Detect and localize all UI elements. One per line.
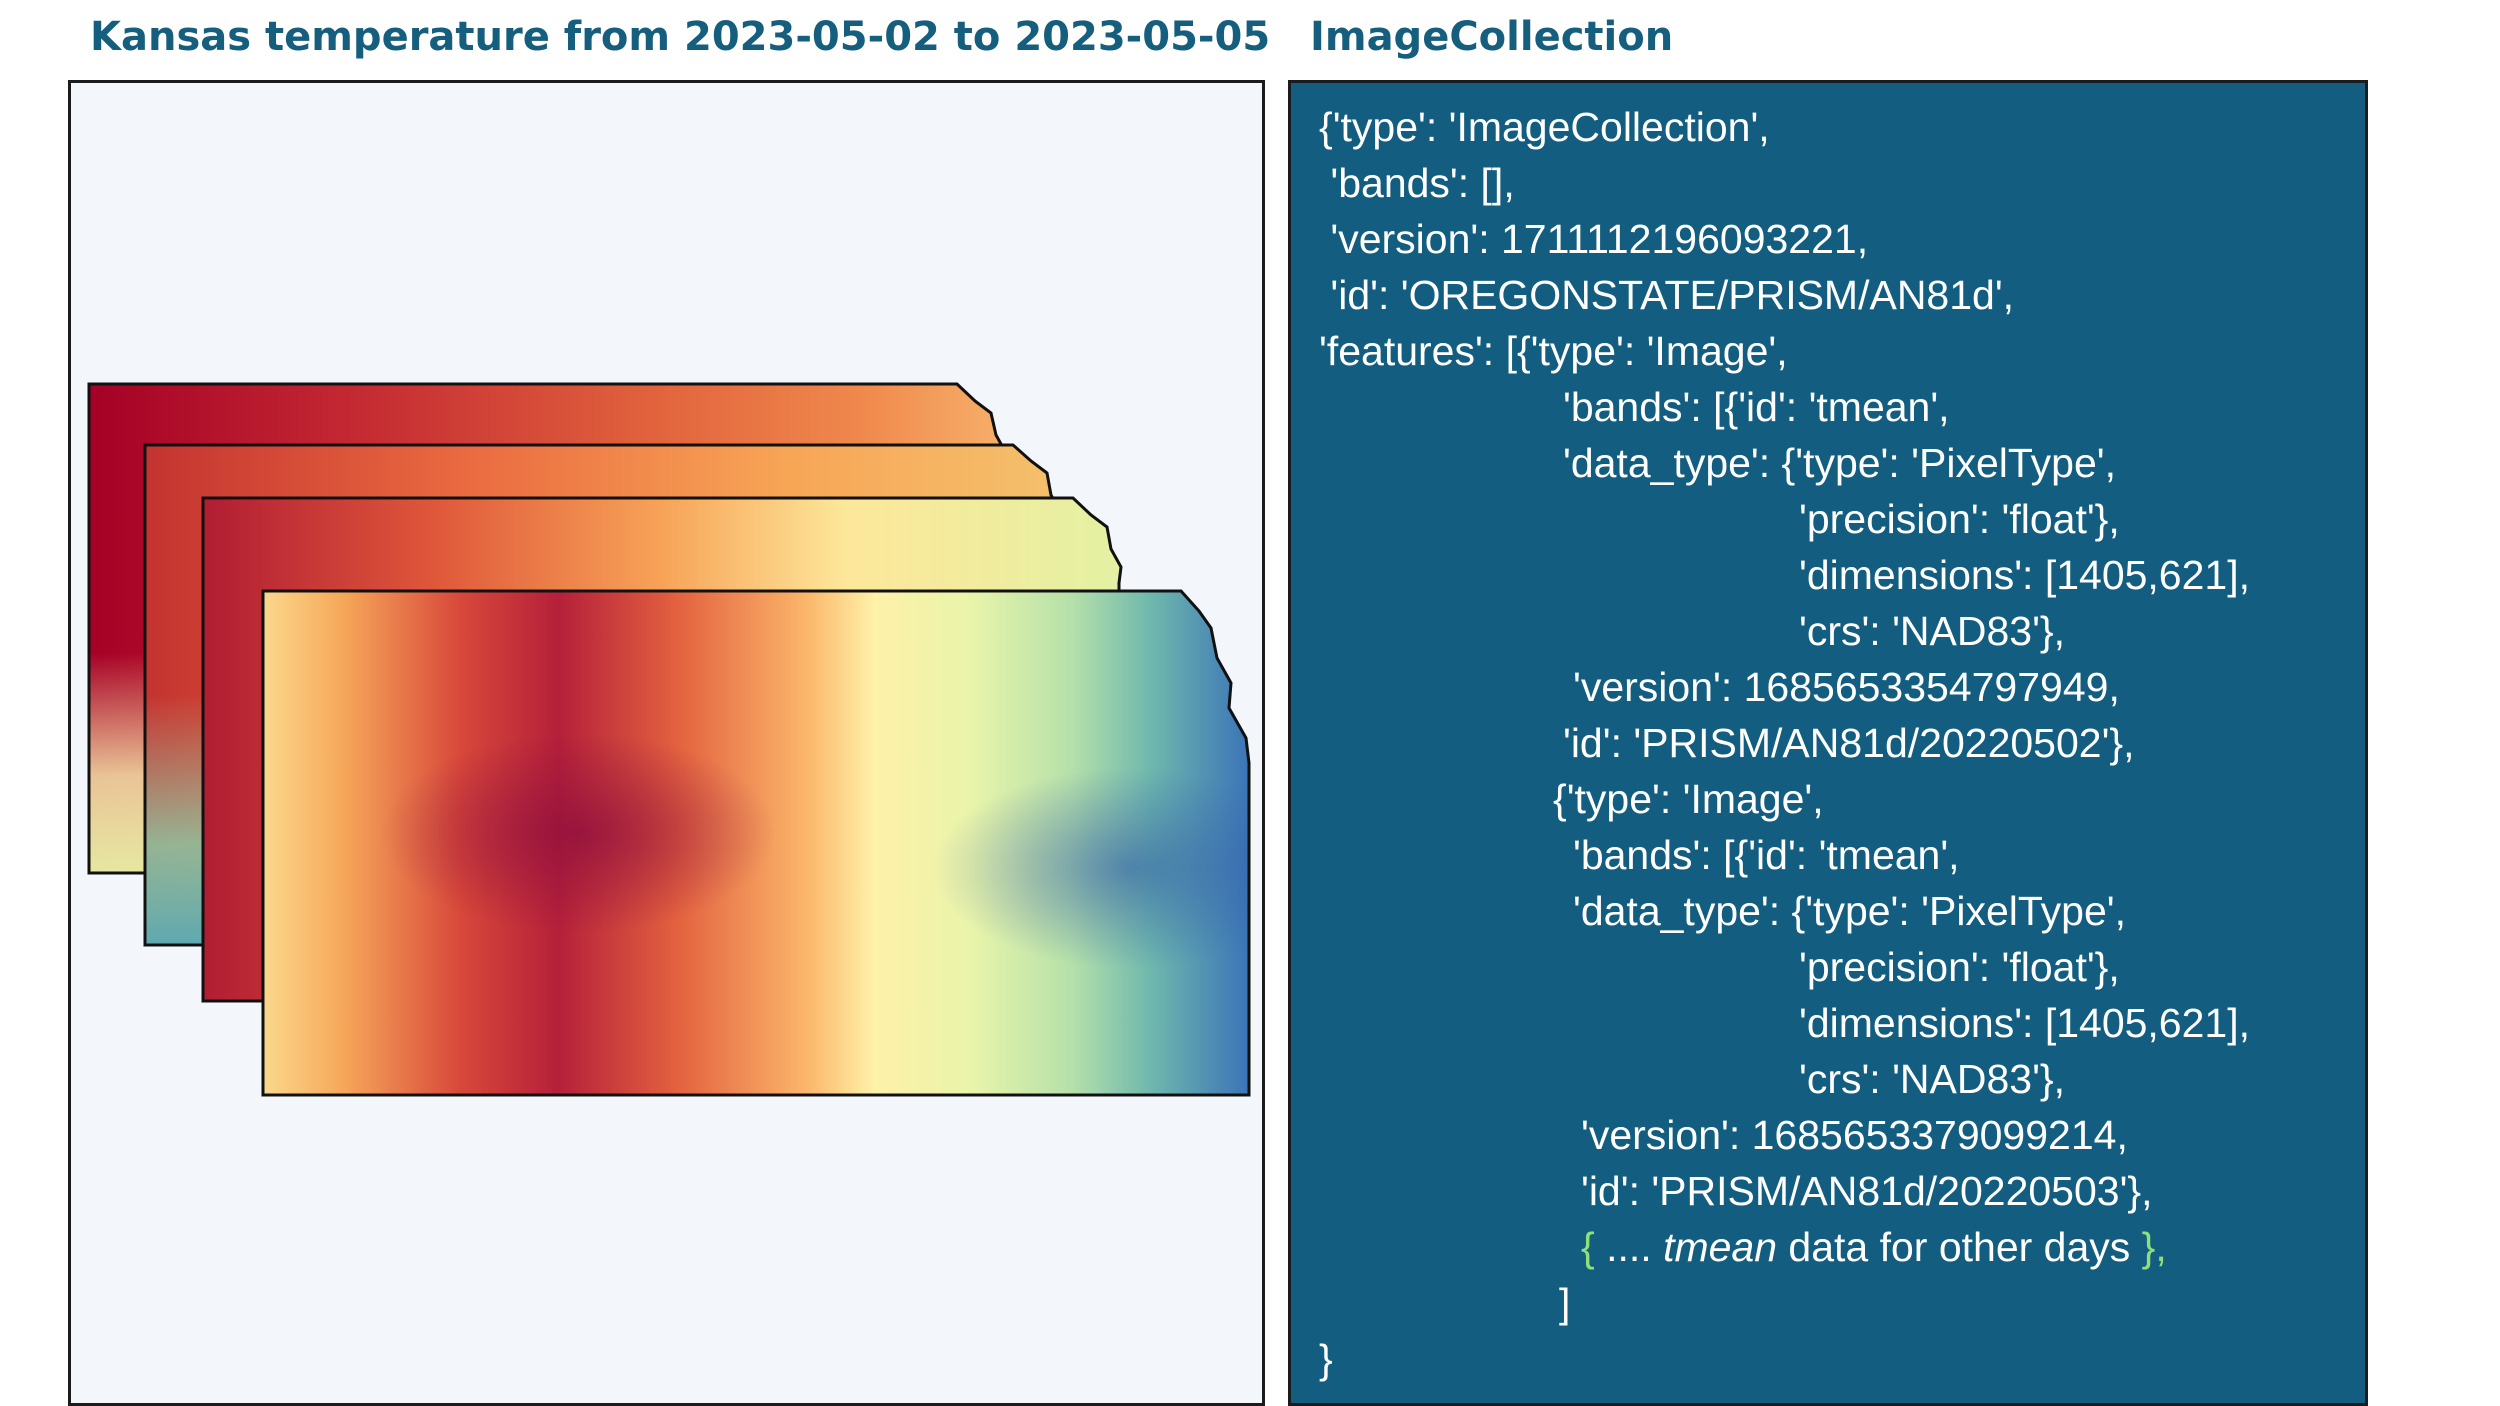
temperature-map-panel bbox=[68, 80, 1265, 1406]
code-line: 'crs': 'NAD83'}, bbox=[1799, 608, 2065, 654]
code-line: 'version': 1685653354797949, bbox=[1573, 664, 2120, 710]
code-line: {'type': 'Image', bbox=[1553, 776, 1824, 822]
code-line: ] bbox=[1559, 1280, 1571, 1326]
ellipsis-dots: .... bbox=[1594, 1224, 1664, 1270]
code-line: {'type': 'ImageCollection', bbox=[1319, 104, 1770, 150]
code-line: 'id': 'PRISM/AN81d/20220503'}, bbox=[1581, 1168, 2153, 1214]
stacked-kansas-maps bbox=[87, 382, 1251, 1097]
tmean-label: tmean bbox=[1663, 1224, 1778, 1270]
code-line: 'features': [{'type': 'Image', bbox=[1319, 328, 1788, 374]
code-line: 'dimensions': [1405,621], bbox=[1799, 1000, 2250, 1046]
map-panel-title: Kansas temperature from 2023-05-02 to 20… bbox=[90, 14, 1271, 60]
open-brace: { bbox=[1581, 1224, 1595, 1270]
temperature-layer-4 bbox=[261, 589, 1251, 1097]
other-days-text: data for other days bbox=[1777, 1224, 2142, 1270]
code-line: 'bands': [], bbox=[1319, 160, 1515, 206]
code-line: 'bands': [{'id': 'tmean', bbox=[1563, 384, 1950, 430]
code-line: 'id': 'OREGONSTATE/PRISM/AN81d', bbox=[1319, 272, 2015, 318]
code-line: 'version': 1685653379099214, bbox=[1581, 1112, 2128, 1158]
code-panel-title: ImageCollection bbox=[1310, 14, 1674, 60]
close-brace: }, bbox=[2141, 1224, 2167, 1270]
code-line: 'precision': 'float'}, bbox=[1799, 944, 2120, 990]
code-line: 'version': 1711112196093221, bbox=[1319, 216, 1869, 262]
code-line: 'id': 'PRISM/AN81d/20220502'}, bbox=[1563, 720, 2135, 766]
code-ellipsis-line: { .... tmean data for other days }, bbox=[1581, 1219, 2167, 1275]
code-line: 'bands': [{'id': 'tmean', bbox=[1573, 832, 1960, 878]
code-line: 'precision': 'float'}, bbox=[1799, 496, 2120, 542]
code-line: } bbox=[1319, 1336, 1333, 1382]
code-line: 'data_type': {'type': 'PixelType', bbox=[1573, 888, 2126, 934]
code-line: 'data_type': {'type': 'PixelType', bbox=[1563, 440, 2116, 486]
code-line: 'crs': 'NAD83'}, bbox=[1799, 1056, 2065, 1102]
image-collection-code-panel: {'type': 'ImageCollection', 'bands': [],… bbox=[1288, 80, 2368, 1406]
code-line: 'dimensions': [1405,621], bbox=[1799, 552, 2250, 598]
